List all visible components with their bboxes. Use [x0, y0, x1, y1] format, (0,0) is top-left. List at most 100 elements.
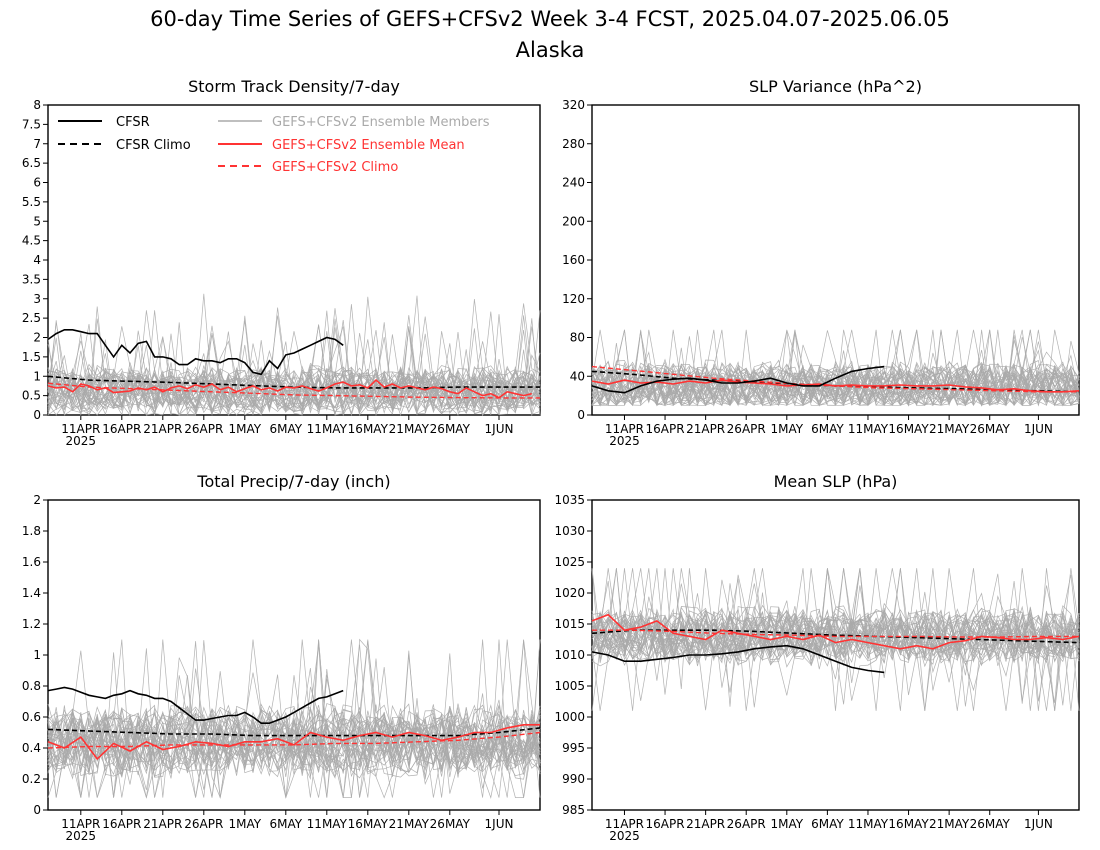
- x-tick-label: 16MAY: [348, 817, 389, 831]
- ensemble-member-line: [47, 327, 541, 416]
- mean-slp-panel: Mean SLP (hPa) 985 990 995 1000 1005 1010 1015 1…: [554, 472, 1080, 843]
- y-tick-label: 0.4: [22, 741, 41, 755]
- ensemble-member-line: [591, 329, 1080, 406]
- y-tick-label: 995: [562, 741, 585, 755]
- x-tick-label: 26MAY: [970, 422, 1011, 436]
- ensemble-member-line: [47, 639, 541, 765]
- x-tick-label: 11APR: [605, 422, 644, 436]
- x-tick-label: 26MAY: [430, 422, 471, 436]
- x-tick-label: 6MAY: [269, 422, 302, 436]
- x-tick-label: 1JUN: [485, 422, 514, 436]
- x-tick-label: 26MAY: [970, 817, 1011, 831]
- ensemble-member-line: [47, 337, 541, 409]
- gefs-cfsv2-ensemble-mean-line: [47, 379, 532, 399]
- x-year-label: 2025: [66, 434, 97, 448]
- y-tick-label: 120: [562, 292, 585, 306]
- x-tick-label: 21APR: [686, 817, 725, 831]
- cfsr-climo-line: [47, 727, 541, 737]
- figure-subtitle: Alaska: [516, 38, 585, 62]
- y-tick-label: 1: [33, 648, 41, 662]
- gefs-cfsv2-climo-line: [47, 731, 541, 749]
- y-tick-label: 40: [570, 369, 585, 383]
- x-tick-label: 21APR: [143, 422, 182, 436]
- cfsr-climo-line: [591, 629, 1080, 644]
- ensemble-member-line: [591, 568, 1080, 711]
- y-tick-label: 1.4: [22, 586, 41, 600]
- gefs-cfsv2-ensemble-mean-line: [591, 379, 1080, 393]
- y-tick-label: 200: [562, 214, 585, 228]
- legend-mean-label: GEFS+CFSv2 Ensemble Mean: [272, 138, 465, 153]
- ensemble-member-line: [47, 718, 541, 798]
- y-tick-label: 1.5: [22, 350, 41, 364]
- cfsr-line: [591, 644, 885, 674]
- x-tick-label: 1JUN: [485, 817, 514, 831]
- figure-title: 60-day Time Series of GEFS+CFSv2 Week 3-…: [150, 7, 950, 31]
- x-tick-label: 1MAY: [228, 422, 261, 436]
- y-tick-label: 6.5: [22, 156, 41, 170]
- panel-title: Total Precip/7-day (inch): [196, 472, 390, 491]
- x-tick-label: 21MAY: [389, 817, 430, 831]
- y-tick-label: 7.5: [22, 117, 41, 131]
- panel-title: Storm Track Density/7-day: [188, 77, 400, 96]
- y-tick-label: 2: [33, 493, 41, 507]
- y-tick-label: 80: [570, 331, 585, 345]
- x-year-label: 2025: [609, 434, 640, 448]
- x-tick-label: 1MAY: [770, 817, 803, 831]
- x-tick-label: 16APR: [102, 422, 141, 436]
- ensemble-member-line: [47, 706, 541, 798]
- x-tick-label: 1MAY: [770, 422, 803, 436]
- y-tick-label: 160: [562, 253, 585, 267]
- ensemble-member-line: [592, 329, 1080, 407]
- y-tick-label: 1015: [554, 617, 585, 631]
- y-tick-label: 320: [562, 98, 585, 112]
- ensemble-member-line: [47, 307, 541, 414]
- gefs-cfsv2-ensemble-mean-line: [47, 723, 540, 761]
- ensemble-member-line: [591, 614, 1080, 711]
- y-tick-label: 1025: [554, 555, 585, 569]
- y-tick-label: 1005: [554, 679, 585, 693]
- ensemble-member-line: [591, 568, 1080, 657]
- x-tick-label: 16APR: [102, 817, 141, 831]
- ensemble-member-line: [591, 329, 1080, 406]
- x-tick-label: 6MAY: [811, 422, 844, 436]
- y-tick-label: 7: [33, 137, 41, 151]
- ensemble-member-line: [47, 315, 541, 413]
- x-year-label: 2025: [66, 829, 97, 843]
- x-tick-label: 26APR: [727, 422, 766, 436]
- x-tick-label: 16MAY: [348, 422, 389, 436]
- y-tick-label: 0.5: [22, 389, 41, 403]
- ensemble-members: [47, 293, 541, 417]
- ensemble-member-line: [47, 704, 541, 798]
- y-tick-label: 1: [33, 369, 41, 383]
- y-tick-label: 4.5: [22, 234, 41, 248]
- y-tick-label: 985: [562, 803, 585, 817]
- x-tick-label: 26APR: [727, 817, 766, 831]
- y-tick-label: 6: [33, 176, 41, 190]
- y-tick-label: 1010: [554, 648, 585, 662]
- ensemble-member-line: [591, 568, 1080, 711]
- x-tick-label: 21APR: [686, 422, 725, 436]
- x-tick-label: 11MAY: [307, 422, 348, 436]
- ensemble-members: [47, 638, 541, 799]
- x-tick-label: 16APR: [646, 817, 685, 831]
- ensemble-member-line: [591, 363, 1080, 407]
- legend-cfsr-climo-label: CFSR Climo: [116, 138, 191, 153]
- ensemble-member-line: [47, 310, 541, 417]
- y-tick-label: 3: [33, 292, 41, 306]
- ensemble-member-line: [591, 329, 1080, 407]
- x-tick-label: 11MAY: [307, 817, 348, 831]
- ensemble-member-line: [47, 717, 541, 799]
- y-tick-label: 0.6: [22, 710, 41, 724]
- y-tick-label: 5: [33, 214, 41, 228]
- x-tick-label: 1JUN: [1024, 422, 1053, 436]
- x-tick-label: 21APR: [143, 817, 182, 831]
- gefs-cfsv2-climo-line: [47, 382, 540, 399]
- y-tick-label: 1000: [554, 710, 585, 724]
- x-tick-label: 6MAY: [269, 817, 302, 831]
- gefs-cfsv2-ensemble-mean-line: [591, 613, 1080, 650]
- x-tick-label: 11MAY: [848, 422, 889, 436]
- y-tick-label: 0: [33, 408, 41, 422]
- cfsr-climo-line: [47, 375, 540, 389]
- ensemble-member-line: [47, 315, 541, 414]
